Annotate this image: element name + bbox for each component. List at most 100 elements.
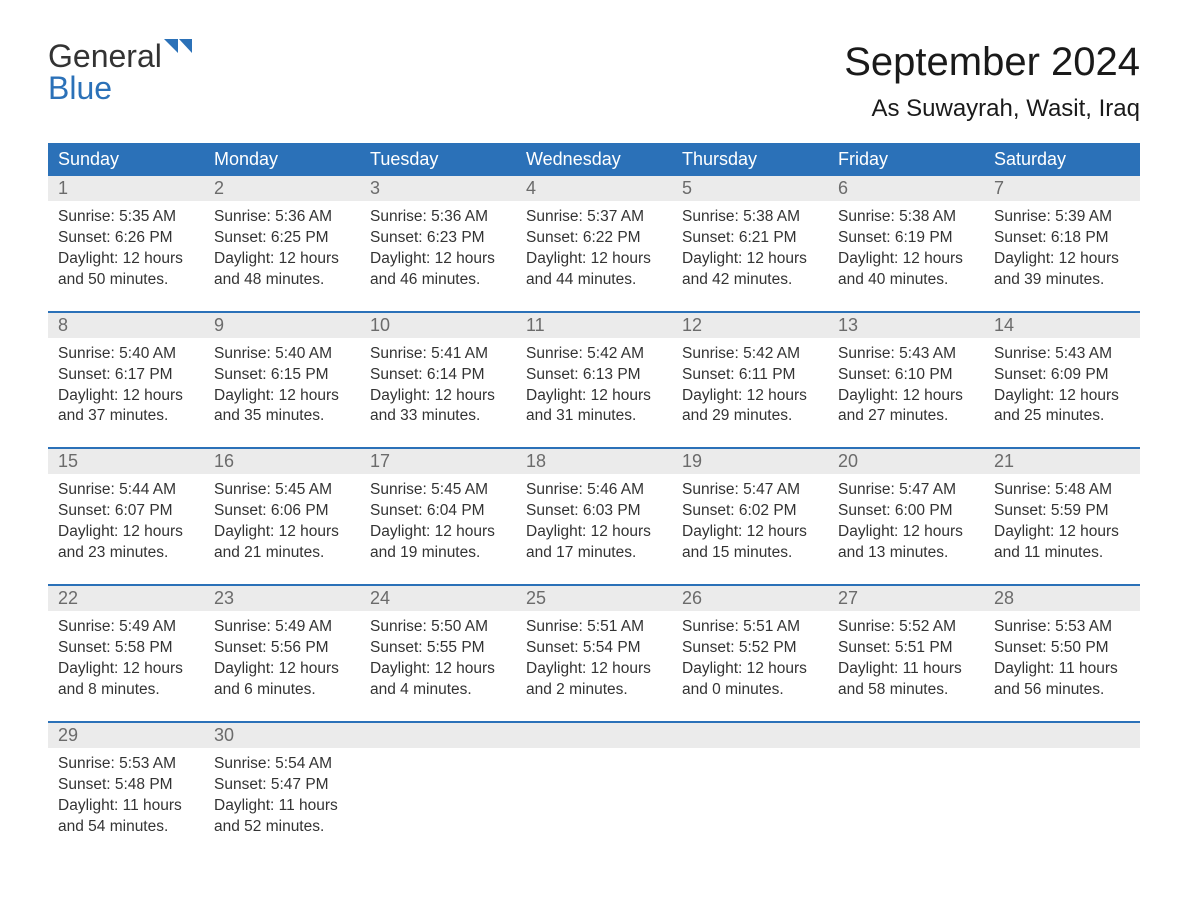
sunset-line: Sunset: 5:51 PM	[838, 638, 974, 659]
daylight-line-1: Daylight: 12 hours	[838, 386, 974, 407]
day-cell: Sunrise: 5:43 AMSunset: 6:10 PMDaylight:…	[828, 338, 984, 434]
calendar-week: 22232425262728Sunrise: 5:49 AMSunset: 5:…	[48, 584, 1140, 707]
day-cell: Sunrise: 5:50 AMSunset: 5:55 PMDaylight:…	[360, 611, 516, 707]
sunset-line: Sunset: 6:18 PM	[994, 228, 1130, 249]
daylight-line-2: and 39 minutes.	[994, 270, 1130, 291]
day-number	[828, 723, 984, 748]
flag-icon	[164, 30, 192, 62]
weekday-header: Saturday	[984, 143, 1140, 176]
brand-logo: General Blue	[48, 40, 192, 104]
daylight-line-1: Daylight: 12 hours	[58, 522, 194, 543]
sunrise-line: Sunrise: 5:52 AM	[838, 617, 974, 638]
header: General Blue September 2024 As Suwayrah,…	[48, 40, 1140, 123]
sunrise-line: Sunrise: 5:49 AM	[58, 617, 194, 638]
daylight-line-1: Daylight: 11 hours	[58, 796, 194, 817]
daylight-line-2: and 11 minutes.	[994, 543, 1130, 564]
location-subtitle: As Suwayrah, Wasit, Iraq	[844, 95, 1140, 123]
day-number: 19	[672, 449, 828, 474]
day-cell	[516, 748, 672, 844]
sunset-line: Sunset: 6:00 PM	[838, 501, 974, 522]
sunset-line: Sunset: 6:02 PM	[682, 501, 818, 522]
sunrise-line: Sunrise: 5:44 AM	[58, 480, 194, 501]
daylight-line-2: and 27 minutes.	[838, 406, 974, 427]
daylight-line-1: Daylight: 12 hours	[58, 659, 194, 680]
daylight-line-2: and 40 minutes.	[838, 270, 974, 291]
day-cell: Sunrise: 5:49 AMSunset: 5:56 PMDaylight:…	[204, 611, 360, 707]
sunrise-line: Sunrise: 5:45 AM	[370, 480, 506, 501]
daylight-line-1: Daylight: 12 hours	[370, 249, 506, 270]
weekday-header: Tuesday	[360, 143, 516, 176]
day-cell: Sunrise: 5:45 AMSunset: 6:04 PMDaylight:…	[360, 474, 516, 570]
sunset-line: Sunset: 6:04 PM	[370, 501, 506, 522]
day-number: 2	[204, 176, 360, 201]
sunset-line: Sunset: 6:14 PM	[370, 365, 506, 386]
day-cell: Sunrise: 5:40 AMSunset: 6:17 PMDaylight:…	[48, 338, 204, 434]
daylight-line-1: Daylight: 12 hours	[370, 659, 506, 680]
weekday-header: Wednesday	[516, 143, 672, 176]
daylight-line-2: and 37 minutes.	[58, 406, 194, 427]
day-number-row: 22232425262728	[48, 586, 1140, 611]
daylight-line-1: Daylight: 12 hours	[370, 522, 506, 543]
sunset-line: Sunset: 6:17 PM	[58, 365, 194, 386]
sunrise-line: Sunrise: 5:35 AM	[58, 207, 194, 228]
day-number: 10	[360, 313, 516, 338]
day-cell	[828, 748, 984, 844]
daylight-line-1: Daylight: 11 hours	[214, 796, 350, 817]
daylight-line-2: and 48 minutes.	[214, 270, 350, 291]
day-number: 18	[516, 449, 672, 474]
sunset-line: Sunset: 5:47 PM	[214, 775, 350, 796]
logo-word2: Blue	[48, 70, 112, 106]
daylight-line-1: Daylight: 12 hours	[526, 386, 662, 407]
sunset-line: Sunset: 6:11 PM	[682, 365, 818, 386]
day-number: 6	[828, 176, 984, 201]
day-cell: Sunrise: 5:44 AMSunset: 6:07 PMDaylight:…	[48, 474, 204, 570]
daylight-line-2: and 2 minutes.	[526, 680, 662, 701]
day-cell: Sunrise: 5:49 AMSunset: 5:58 PMDaylight:…	[48, 611, 204, 707]
sunrise-line: Sunrise: 5:53 AM	[994, 617, 1130, 638]
sunset-line: Sunset: 5:55 PM	[370, 638, 506, 659]
daylight-line-2: and 44 minutes.	[526, 270, 662, 291]
logo-text: General Blue	[48, 40, 192, 104]
sunset-line: Sunset: 6:09 PM	[994, 365, 1130, 386]
day-number: 1	[48, 176, 204, 201]
sunrise-line: Sunrise: 5:36 AM	[370, 207, 506, 228]
daylight-line-1: Daylight: 12 hours	[58, 386, 194, 407]
day-cell: Sunrise: 5:51 AMSunset: 5:52 PMDaylight:…	[672, 611, 828, 707]
day-number	[516, 723, 672, 748]
daylight-line-1: Daylight: 12 hours	[994, 386, 1130, 407]
sunset-line: Sunset: 5:54 PM	[526, 638, 662, 659]
sunset-line: Sunset: 6:10 PM	[838, 365, 974, 386]
month-title: September 2024	[844, 40, 1140, 85]
sunset-line: Sunset: 6:25 PM	[214, 228, 350, 249]
day-number: 12	[672, 313, 828, 338]
daylight-line-2: and 54 minutes.	[58, 817, 194, 838]
day-number: 26	[672, 586, 828, 611]
day-cell: Sunrise: 5:48 AMSunset: 5:59 PMDaylight:…	[984, 474, 1140, 570]
day-number-row: 1234567	[48, 176, 1140, 201]
sunset-line: Sunset: 6:19 PM	[838, 228, 974, 249]
daylight-line-1: Daylight: 12 hours	[838, 249, 974, 270]
day-cell: Sunrise: 5:42 AMSunset: 6:13 PMDaylight:…	[516, 338, 672, 434]
weekday-header: Monday	[204, 143, 360, 176]
daylight-line-2: and 46 minutes.	[370, 270, 506, 291]
day-cell: Sunrise: 5:36 AMSunset: 6:23 PMDaylight:…	[360, 201, 516, 297]
daylight-line-2: and 17 minutes.	[526, 543, 662, 564]
day-number-row: 2930	[48, 723, 1140, 748]
day-number: 23	[204, 586, 360, 611]
daylight-line-1: Daylight: 12 hours	[214, 249, 350, 270]
daylight-line-1: Daylight: 12 hours	[682, 659, 818, 680]
calendar-grid: Sunday Monday Tuesday Wednesday Thursday…	[48, 143, 1140, 843]
day-cell: Sunrise: 5:39 AMSunset: 6:18 PMDaylight:…	[984, 201, 1140, 297]
sunrise-line: Sunrise: 5:41 AM	[370, 344, 506, 365]
sunset-line: Sunset: 6:22 PM	[526, 228, 662, 249]
sunrise-line: Sunrise: 5:37 AM	[526, 207, 662, 228]
day-cell: Sunrise: 5:40 AMSunset: 6:15 PMDaylight:…	[204, 338, 360, 434]
sunset-line: Sunset: 6:07 PM	[58, 501, 194, 522]
sunrise-line: Sunrise: 5:53 AM	[58, 754, 194, 775]
day-number: 22	[48, 586, 204, 611]
daylight-line-2: and 8 minutes.	[58, 680, 194, 701]
day-number: 28	[984, 586, 1140, 611]
sunrise-line: Sunrise: 5:47 AM	[838, 480, 974, 501]
sunrise-line: Sunrise: 5:42 AM	[682, 344, 818, 365]
daylight-line-2: and 33 minutes.	[370, 406, 506, 427]
